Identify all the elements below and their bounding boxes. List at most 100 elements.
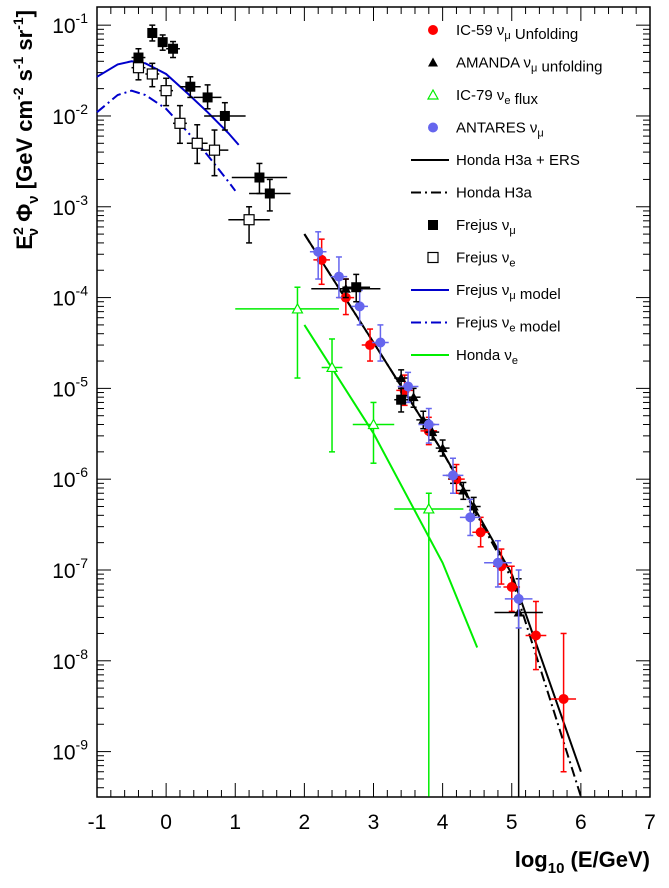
point-frejus_e <box>159 77 174 107</box>
marker <box>427 427 438 437</box>
point-antares <box>418 407 440 444</box>
marker <box>375 337 386 348</box>
legend-label: Honda νe <box>456 347 518 367</box>
legend-marker <box>427 251 439 264</box>
marker <box>132 62 145 74</box>
point-frejus_mu <box>157 34 168 51</box>
point-frejus_mu <box>394 387 409 413</box>
legend-label: Honda H3a + ERS <box>456 152 580 169</box>
point-frejus_e <box>173 104 187 145</box>
x-tick-label: 7 <box>644 811 656 834</box>
point-frejus_mu <box>342 273 371 303</box>
marker <box>291 302 304 314</box>
x-tick-label: 0 <box>160 811 172 834</box>
legend-item-ic59: IC-59 νμ Unfolding <box>428 22 578 43</box>
curve-honda_nue <box>303 324 479 648</box>
marker <box>264 188 275 199</box>
marker <box>316 254 327 265</box>
point-antares <box>372 324 389 362</box>
legend-label: ANTARES νμ <box>456 120 544 140</box>
marker <box>558 693 569 704</box>
legend-item-amanda: AMANDA νμ unfolding <box>428 55 602 76</box>
point-antares <box>309 231 327 280</box>
legend-label: Frejus νμ model <box>456 282 561 303</box>
legend-label: Frejus νμ <box>456 217 516 237</box>
point-ic59 <box>361 328 379 362</box>
y-tick-label: 10-8 <box>52 646 88 674</box>
marker <box>403 381 414 392</box>
legend-item-honda_h3a: Honda H3a <box>411 185 533 202</box>
marker <box>146 68 158 80</box>
marker <box>219 110 230 121</box>
point-frejus_mu <box>193 84 222 110</box>
point-ic59 <box>472 516 489 548</box>
marker <box>492 557 503 568</box>
marker <box>396 373 407 383</box>
point-ic59 <box>313 238 330 286</box>
legend-item-honda_ers: Honda H3a + ERS <box>411 152 580 169</box>
marker <box>254 172 265 183</box>
legend-item-frejus_mu_model: Frejus νμ model <box>411 282 561 303</box>
curve-honda_h3a <box>303 233 582 797</box>
point-ic79 <box>235 286 339 379</box>
y-tick-label: 10-1 <box>52 10 88 38</box>
marker <box>437 443 448 453</box>
point-frejus_mu <box>204 101 246 131</box>
marker <box>447 470 458 481</box>
data-points <box>131 24 577 797</box>
legend-marker <box>428 57 438 67</box>
marker <box>333 271 344 282</box>
marker <box>168 43 179 54</box>
point-ic79 <box>321 338 343 453</box>
point-antares <box>351 289 368 326</box>
marker <box>468 501 479 511</box>
legend-label: IC-59 νμ Unfolding <box>456 22 578 43</box>
x-tick-label: 6 <box>575 811 587 834</box>
marker <box>475 527 486 538</box>
y-tick-label: 10-9 <box>52 737 88 765</box>
y-tick-label: 10-6 <box>52 464 88 492</box>
marker <box>351 282 362 293</box>
y-tick-label: 10-2 <box>52 101 88 129</box>
legend-label: Honda H3a <box>456 185 533 202</box>
point-antares <box>330 256 348 299</box>
point-antares <box>459 498 481 537</box>
marker <box>365 340 376 351</box>
point-amanda <box>406 387 421 408</box>
point-ic59 <box>551 632 577 773</box>
point-ic79 <box>352 401 395 464</box>
legend-marker <box>428 220 438 230</box>
point-frejus_e <box>131 55 146 81</box>
marker <box>313 246 324 257</box>
point-ic59 <box>525 600 547 671</box>
legend-item-frejus_mu: Frejus νμ <box>428 217 516 237</box>
marker <box>202 92 213 103</box>
y-tick-label: 10-7 <box>52 555 88 583</box>
marker <box>367 418 380 430</box>
legend-item-ic79: IC-79 νe flux <box>426 87 538 108</box>
axis-titles: log10 (E/GeV) E2ν Φν [GeV cm-2 s-1 sr-1] <box>10 10 650 877</box>
marker <box>396 394 407 405</box>
x-tick-label: -1 <box>88 811 107 834</box>
x-tick-label: 3 <box>368 811 380 834</box>
x-tick-label: 4 <box>437 811 449 834</box>
point-ic79 <box>394 492 464 797</box>
y-tick-label: 10-5 <box>52 373 88 401</box>
legend-label: Frejus νe <box>456 250 515 270</box>
marker <box>147 27 158 38</box>
y-axis-title: E2ν Φν [GeV cm-2 s-1 sr-1] <box>10 10 42 250</box>
point-antares <box>442 457 464 494</box>
point-frejus_e <box>200 129 229 177</box>
legend-item-frejus_e_model: Frejus νe model <box>411 315 561 336</box>
marker <box>513 593 524 604</box>
point-amanda <box>311 278 381 299</box>
point-frejus_e <box>186 124 208 165</box>
legend-marker <box>426 88 440 100</box>
marker <box>506 581 517 592</box>
marker <box>340 283 351 293</box>
legend-item-antares: ANTARES νμ <box>428 120 544 140</box>
marker <box>174 117 186 129</box>
legend-item-frejus_e: Frejus νe <box>427 250 515 270</box>
point-frejus_e <box>145 62 160 88</box>
